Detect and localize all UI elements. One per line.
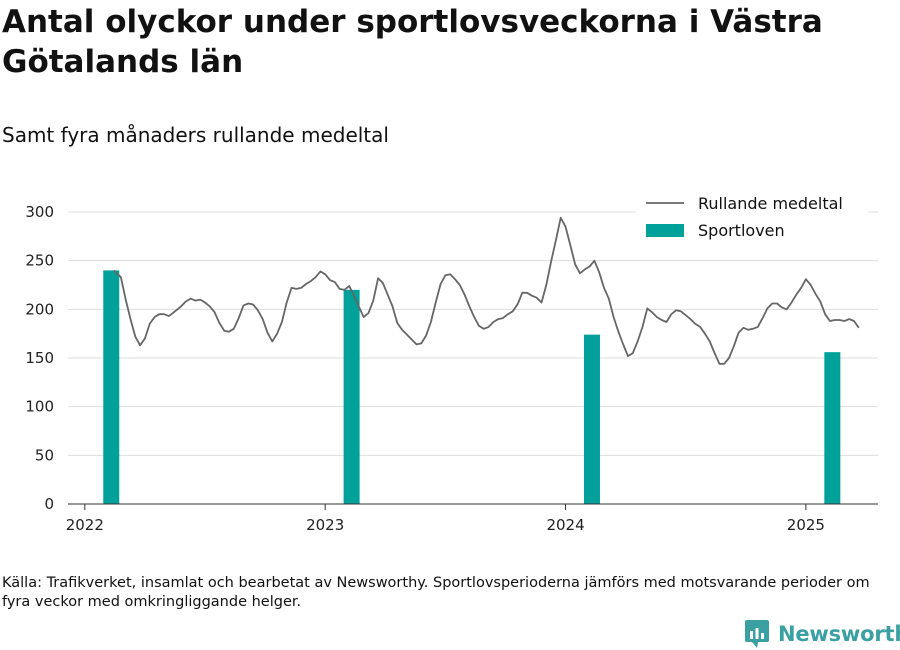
- combo-chart: 0 50 100 150 200 250 300 2022 2023 2024 2025 Rulla…: [25, 191, 878, 534]
- source-note: Källa: Trafikverket, insamlat och bearbe…: [2, 575, 870, 610]
- axes: 0 50 100 150 200 250 300 2022 2023 2024 2025: [25, 203, 878, 534]
- bar-sportloven-2: [583, 334, 600, 504]
- chart-subtitle: Samt fyra månaders rullande medeltal: [2, 123, 389, 147]
- newsworthy-logo-icon: [745, 620, 769, 648]
- y-tick-label: 100: [25, 398, 54, 416]
- y-tick-label: 0: [44, 495, 54, 513]
- x-tick-label: 2024: [546, 516, 584, 534]
- y-tick-label: 200: [25, 300, 54, 318]
- bar-series-sportloven: [103, 270, 841, 504]
- legend-label-line: Rullande medeltal: [698, 194, 843, 213]
- y-tick-label: 300: [25, 203, 54, 221]
- x-tick-label: 2025: [787, 516, 825, 534]
- bar-sportloven-1: [343, 289, 360, 504]
- y-tick-label: 150: [25, 349, 54, 367]
- y-tick-label: 50: [35, 446, 54, 464]
- legend-swatch-bar: [646, 224, 684, 237]
- line-series-rullande-medeltal: [113, 216, 860, 365]
- legend: Rullande medeltal Sportloven: [636, 191, 868, 245]
- line-rullande-medeltal: [113, 216, 860, 365]
- chart-title: Antal olyckor under sportlovsveckorna i …: [2, 4, 823, 80]
- gridlines: [68, 211, 878, 456]
- x-tick-label: 2022: [66, 516, 104, 534]
- y-tick-label: 250: [25, 252, 54, 270]
- newsworthy-logo-text: Newsworthy: [778, 622, 900, 646]
- newsworthy-logo: Newsworthy: [744, 618, 900, 650]
- x-tick-label: 2023: [306, 516, 344, 534]
- bar-sportloven-3: [824, 352, 841, 504]
- legend-label-bar: Sportloven: [698, 221, 785, 240]
- bar-sportloven-0: [103, 270, 120, 504]
